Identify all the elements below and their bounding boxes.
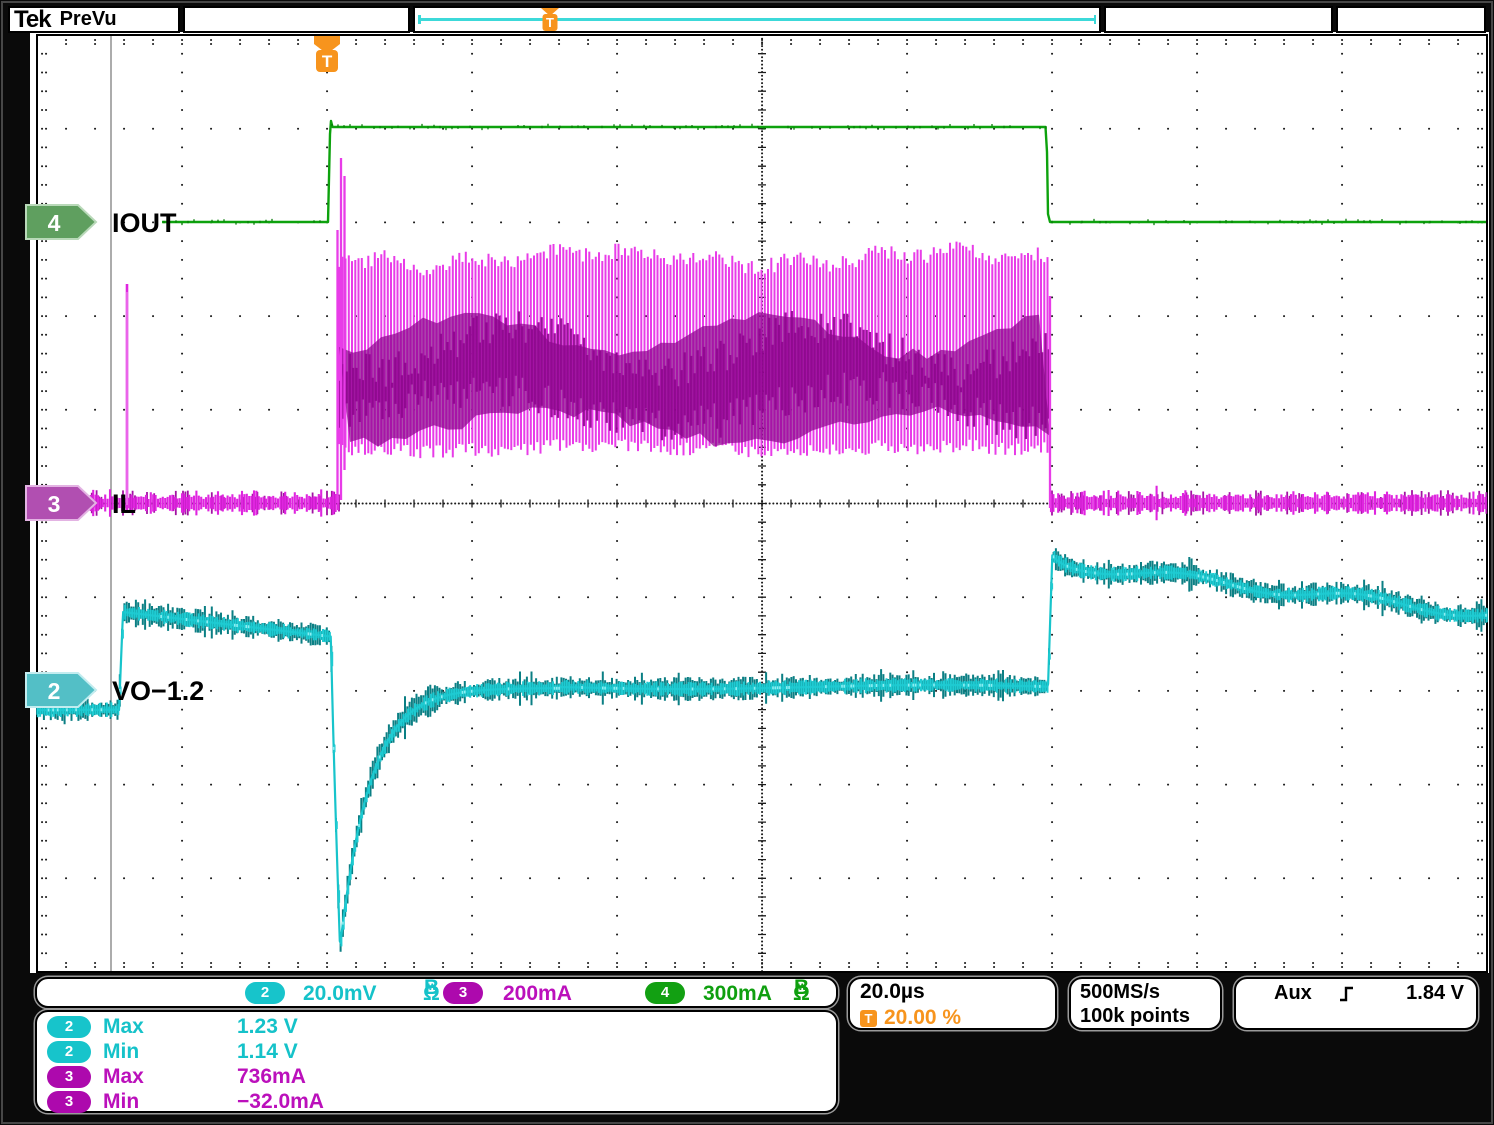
trigger-arrow-icon xyxy=(314,36,340,54)
channel-arrow-icon xyxy=(25,204,98,240)
measurement-value: 1.23 V xyxy=(237,1015,298,1038)
svg-text:3: 3 xyxy=(48,491,61,517)
acquisition-mode-label: PreVu xyxy=(59,8,117,30)
tek-logo: Tek xyxy=(14,5,52,33)
channel-2-badge[interactable]: 2 xyxy=(47,1041,91,1063)
trigger-t-icon: T xyxy=(322,52,333,71)
topbar-empty-box xyxy=(1336,6,1486,33)
trigger-settings-box[interactable]: Aux 1.84 V xyxy=(1234,977,1478,1030)
measurement-row: 2 Min 1.14 V xyxy=(47,1040,836,1065)
measurement-value: −32.0mA xyxy=(237,1090,324,1113)
trigger-position-marker[interactable]: T xyxy=(314,36,340,72)
measurement-name: Max xyxy=(103,1065,144,1088)
channel-arrow-icon xyxy=(25,485,98,521)
channel-2-badge[interactable]: 2 xyxy=(47,1016,91,1038)
measurement-value: 1.14 V xyxy=(237,1040,298,1063)
channel-3-label: IL xyxy=(112,489,136,519)
measurement-row: 3 Min −32.0mA xyxy=(47,1090,836,1115)
trigger-t-icon: T xyxy=(546,15,554,30)
measurements-panel: 2 Max 1.23 V 2 Min 1.14 V 3 Max 736mA 3 … xyxy=(35,1010,838,1113)
sample-rate-readout: 500MS/s xyxy=(1080,981,1161,1003)
waveform-traces xyxy=(30,32,1489,973)
trigger-level-readout: 1.84 V xyxy=(1406,982,1464,1004)
measurement-name: Min xyxy=(103,1090,140,1113)
trigger-t-icon: T xyxy=(860,1009,877,1027)
channel-4-badge[interactable]: 4 xyxy=(645,982,685,1004)
svg-text:4: 4 xyxy=(48,210,61,236)
trigger-arrow-icon xyxy=(541,8,559,16)
svg-text:2: 2 xyxy=(48,678,61,704)
record-trigger-marker[interactable]: T xyxy=(540,7,560,38)
channel-3-scale[interactable]: 200mA xyxy=(503,982,572,1005)
ch4-trace xyxy=(162,119,1486,226)
measurement-name: Min xyxy=(103,1040,140,1063)
rising-edge-icon xyxy=(1340,986,1353,1002)
channel-3-badge[interactable]: 3 xyxy=(47,1066,91,1088)
record-view-bar[interactable] xyxy=(413,6,1101,33)
channel-arrow-icon xyxy=(25,672,98,708)
channel-2-badge[interactable]: 2 xyxy=(245,982,285,1004)
channel-3-badge[interactable]: 3 xyxy=(443,982,483,1004)
measurement-row: 3 Max 736mA xyxy=(47,1065,836,1090)
timebase-readout: 20.0µs xyxy=(860,980,925,1003)
channel-3-badge[interactable]: 3 xyxy=(47,1091,91,1113)
channel-3-marker[interactable]: 3 xyxy=(25,485,98,521)
measurement-name: Max xyxy=(103,1015,144,1038)
record-length-readout: 100k points xyxy=(1080,1005,1191,1027)
trigger-position-readout: 20.00 % xyxy=(884,1006,962,1029)
topbar-empty-box xyxy=(183,6,410,33)
channel-4-scale[interactable]: 300mA xyxy=(703,982,772,1005)
measurement-value: 736mA xyxy=(237,1065,306,1088)
horizontal-settings-box[interactable]: 20.0µs T 20.00 % xyxy=(848,977,1057,1030)
measurement-row: 2 Max 1.23 V xyxy=(47,1015,836,1040)
trigger-source-readout: Aux xyxy=(1274,982,1312,1004)
channel-2-scale[interactable]: 20.0mV xyxy=(303,982,377,1005)
channel-2-marker[interactable]: 2 xyxy=(25,672,98,708)
record-window-line xyxy=(418,15,1096,23)
acquisition-settings-box[interactable]: 500MS/s 100k points xyxy=(1069,977,1222,1030)
channel-2-label: VO−1.2 xyxy=(112,676,204,706)
channel-4-label: IOUT xyxy=(112,208,177,238)
channel-4-marker[interactable]: 4 xyxy=(25,204,98,240)
topbar-empty-box xyxy=(1104,6,1333,33)
logo-mode-box: Tek PreVu xyxy=(8,6,180,33)
ch2-trace xyxy=(36,548,1488,952)
